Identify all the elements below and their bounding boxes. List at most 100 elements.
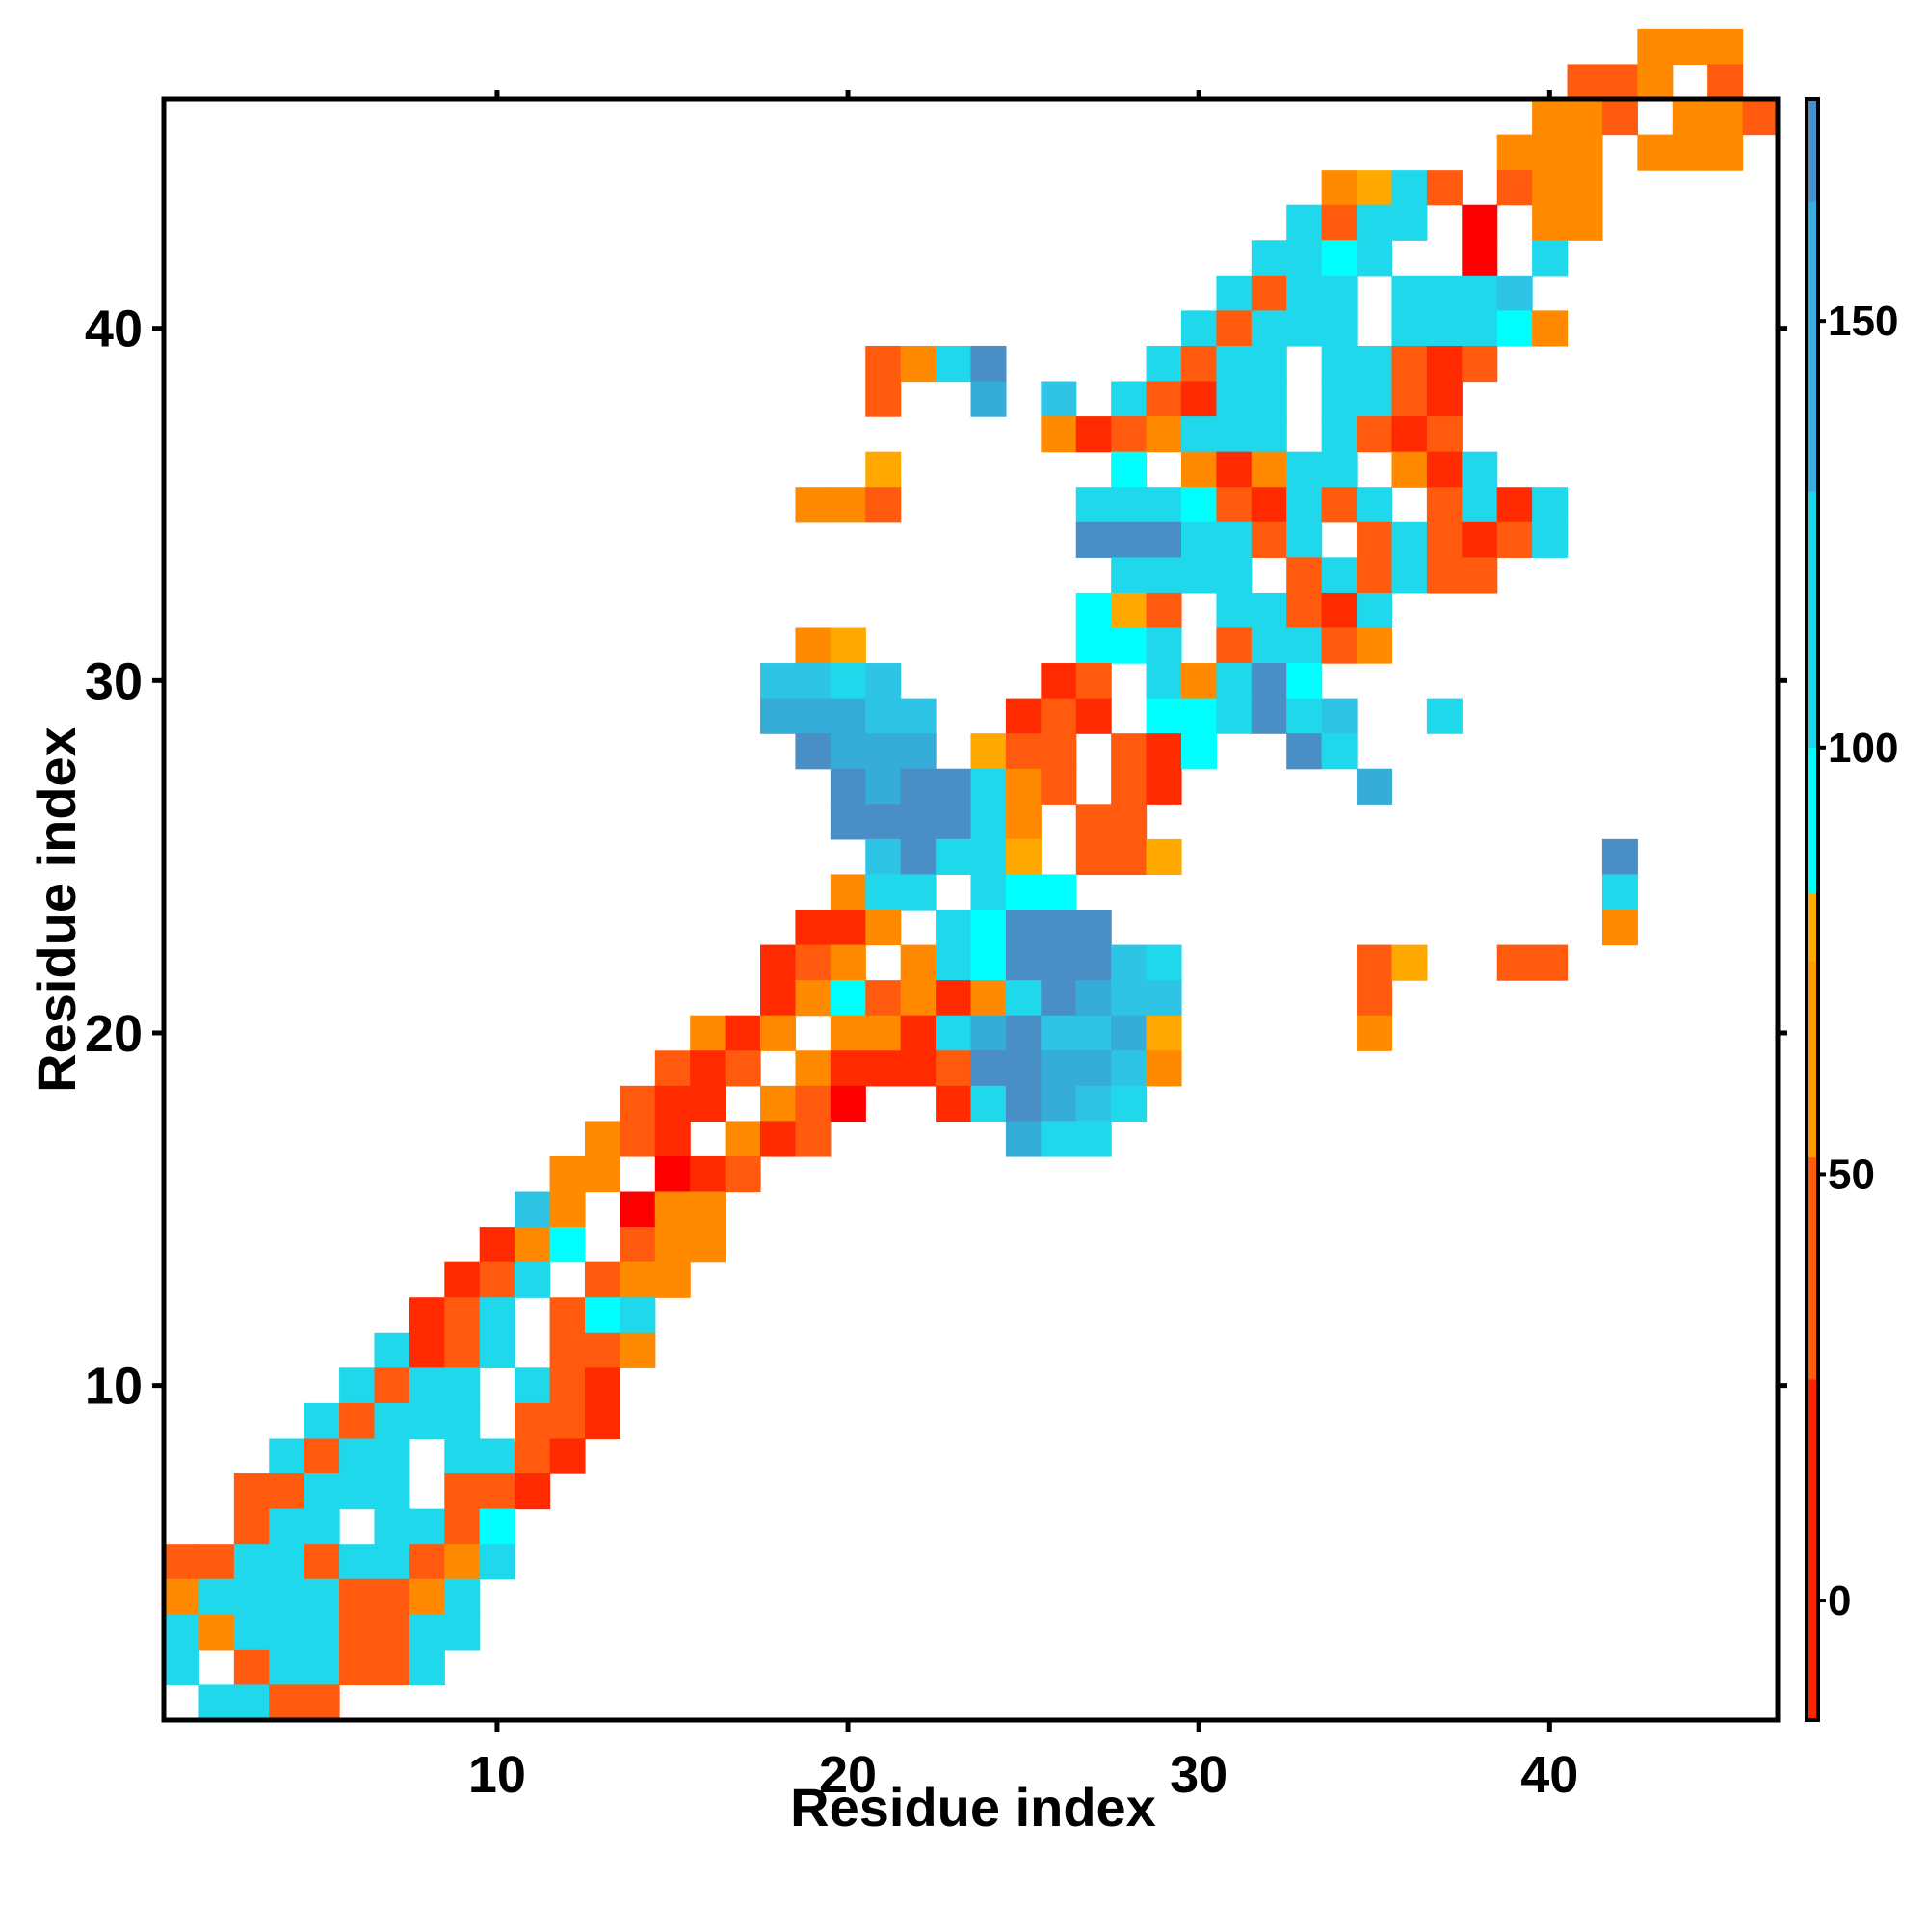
heatmap-cell [1321, 310, 1358, 347]
heatmap-cell [865, 980, 902, 1017]
colorbar-band [1807, 747, 1818, 893]
heatmap-cell [1041, 1015, 1077, 1051]
heatmap-cell [1146, 557, 1182, 594]
heatmap-cell [1357, 1015, 1393, 1051]
heatmap-cell [1111, 944, 1148, 981]
y-tick-label: 30 [85, 652, 143, 710]
colorbar-band [1807, 99, 1818, 202]
heatmap-cell [1357, 980, 1393, 1017]
heatmap-cell [409, 1402, 445, 1440]
heatmap-cell [1005, 944, 1042, 981]
heatmap-cell [1075, 1085, 1112, 1122]
heatmap-cell [1041, 944, 1077, 981]
heatmap-cell [1532, 310, 1569, 347]
heatmap-cell [304, 1473, 340, 1510]
heatmap-cell [1532, 521, 1569, 558]
heatmap-cell [830, 804, 866, 840]
heatmap-cell [374, 1332, 410, 1368]
heatmap-cell [1286, 698, 1323, 734]
heatmap-cell [970, 1085, 1007, 1122]
colorbar-tick-label: 0 [1828, 1577, 1851, 1625]
heatmap-cell [1146, 416, 1182, 453]
heatmap-cell [795, 1050, 832, 1087]
heatmap-cell [1321, 416, 1358, 453]
heatmap-cell [725, 1121, 761, 1157]
heatmap-cell [970, 1050, 1007, 1087]
heatmap-cell [865, 345, 902, 383]
heatmap-cell [1180, 698, 1217, 734]
heatmap-cell [936, 804, 972, 840]
heatmap-cell [1216, 275, 1253, 311]
heatmap-cell [1111, 627, 1148, 664]
heatmap-cell [1601, 838, 1638, 876]
heatmap-cell [549, 1367, 586, 1404]
heatmap-cell [304, 1614, 340, 1651]
colorbar-band [1807, 201, 1818, 492]
heatmap-cell [584, 1261, 620, 1298]
heatmap-cell [374, 1473, 410, 1510]
heatmap-cell [1251, 698, 1287, 734]
heatmap-cell [1075, 980, 1112, 1017]
heatmap-cell [1216, 592, 1253, 629]
heatmap-cell [795, 910, 832, 946]
heatmap-cell [1180, 310, 1217, 347]
heatmap-cell [830, 910, 866, 946]
heatmap-cell [690, 1050, 726, 1087]
heatmap-cell [900, 1015, 937, 1051]
heatmap-cell [1005, 1015, 1042, 1051]
heatmap-cell [1251, 627, 1287, 664]
heatmap-cell [1462, 487, 1498, 523]
heatmap-cell [865, 381, 902, 417]
heatmap-cell [269, 1578, 305, 1615]
heatmap-cell [1111, 1015, 1148, 1051]
heatmap-cell [1637, 64, 1674, 100]
heatmap-cell [1321, 204, 1358, 241]
x-tick-label: 30 [1170, 1746, 1227, 1804]
heatmap-cell [269, 1649, 305, 1686]
heatmap-cell [1111, 557, 1148, 594]
heatmap-cell [1391, 381, 1428, 417]
heatmap-cell [1111, 487, 1148, 523]
heatmap-cell [479, 1438, 515, 1474]
heatmap-cell [1146, 768, 1182, 805]
heatmap-cell [865, 698, 902, 734]
colorbar-band [1807, 892, 1818, 962]
heatmap-cell [690, 1015, 726, 1051]
heatmap-cell [1426, 451, 1463, 488]
heatmap-cell [936, 345, 972, 383]
heatmap-cell [1391, 416, 1428, 453]
heatmap-cell [1567, 64, 1603, 100]
heatmap-cell [936, 944, 972, 981]
heatmap-cell [444, 1508, 481, 1545]
heatmap-cell [1532, 944, 1569, 981]
heatmap-cell [1321, 487, 1358, 523]
heatmap-cell [1216, 310, 1253, 347]
heatmap-cell [1005, 1050, 1042, 1087]
heatmap-cell [1462, 451, 1498, 488]
heatmap-cell [865, 451, 902, 488]
heatmap-cell [1286, 204, 1323, 241]
heatmap-cell [409, 1332, 445, 1368]
heatmap-cell [164, 1649, 200, 1686]
y-tick-label: 20 [85, 1005, 143, 1063]
heatmap-cell [1146, 1015, 1182, 1051]
heatmap-cell [970, 804, 1007, 840]
heatmap-cell [444, 1614, 481, 1651]
heatmap-cell [515, 1473, 551, 1510]
heatmap-cell [1251, 487, 1287, 523]
heatmap-cell [304, 1402, 340, 1440]
heatmap-cell [1391, 275, 1428, 311]
heatmap-cell [1075, 910, 1112, 946]
heatmap-cell [549, 1438, 586, 1474]
heatmap-cell [620, 1227, 656, 1263]
heatmap-cell [1426, 698, 1463, 734]
heatmap-cell [1672, 99, 1708, 136]
heatmap-cell [198, 1544, 235, 1580]
heatmap-cell [1462, 275, 1498, 311]
heatmap-cell [409, 1578, 445, 1615]
heatmap-cell [549, 1332, 586, 1368]
heatmap-cell [1357, 521, 1393, 558]
heatmap-cell [1041, 768, 1077, 805]
heatmap-cell [900, 733, 937, 770]
heatmap-cell [830, 1050, 866, 1087]
